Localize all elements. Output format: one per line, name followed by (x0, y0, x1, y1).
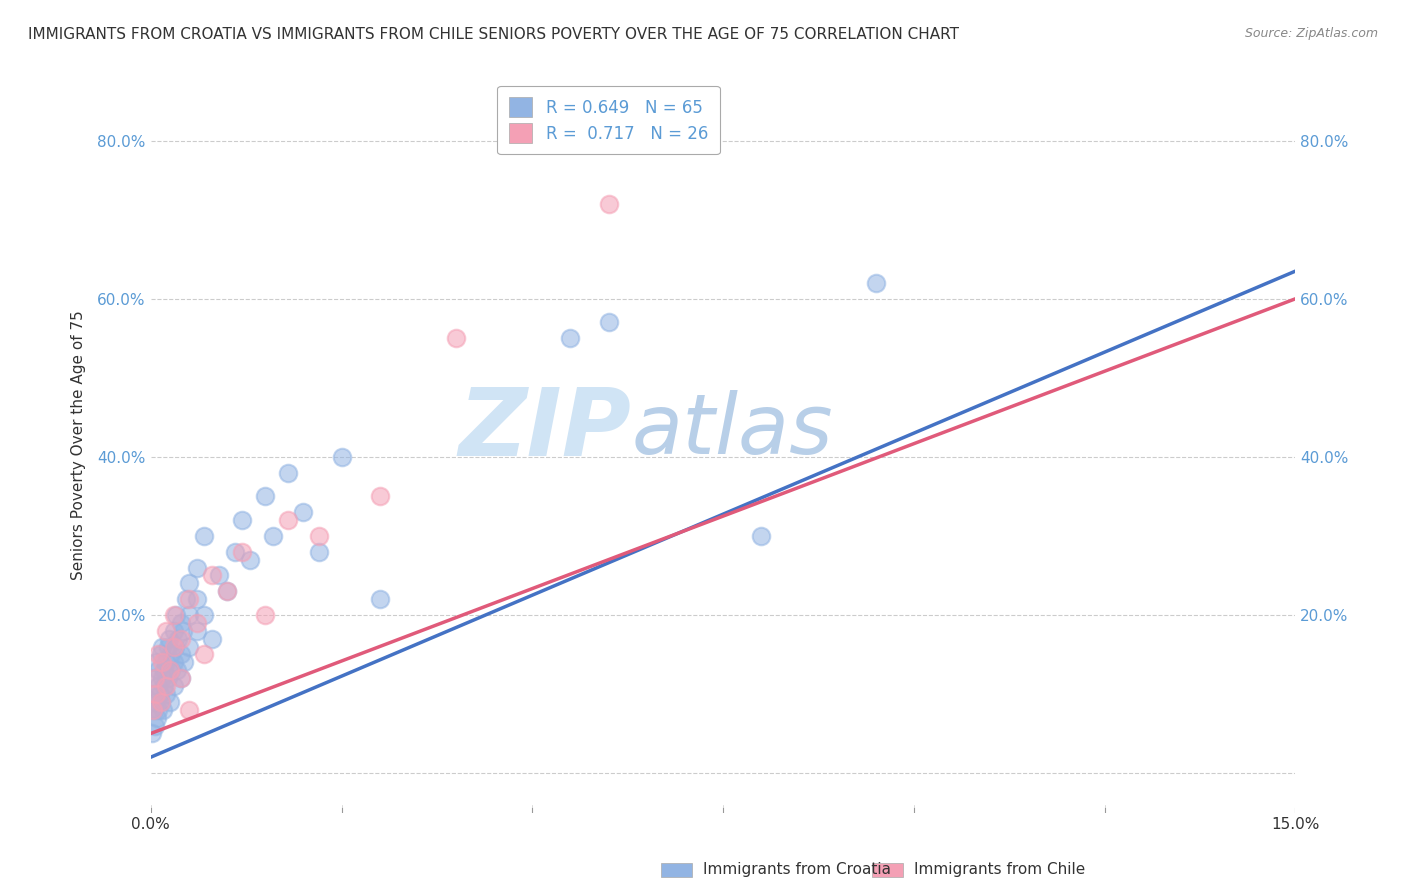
Point (162, 607, 184, 622)
Point (444, 331, 467, 345)
Point (150, 671, 173, 685)
Point (172, 624, 194, 638)
Point (149, 687, 172, 701)
Point (142, 687, 165, 701)
Point (152, 703, 174, 717)
Point (150, 640, 173, 654)
Point (193, 529, 215, 543)
Point (143, 671, 166, 685)
Point (186, 560, 208, 574)
Point (145, 656, 167, 670)
Point (193, 648, 215, 662)
Point (160, 663, 183, 677)
Point (330, 450, 353, 464)
Point (146, 711, 169, 725)
Point (143, 718, 166, 732)
Point (277, 513, 299, 527)
Point (143, 695, 166, 709)
Point (224, 544, 246, 558)
Point (193, 607, 215, 622)
Point (146, 679, 169, 693)
Text: Immigrants from Croatia: Immigrants from Croatia (703, 863, 891, 877)
Point (598, 316, 620, 330)
Point (201, 632, 224, 646)
Point (560, 331, 582, 345)
Point (155, 656, 177, 670)
Point (177, 576, 200, 591)
Point (142, 703, 165, 717)
Point (865, 276, 887, 290)
Point (157, 632, 180, 646)
Point (150, 695, 173, 709)
Point (215, 584, 238, 599)
Point (155, 679, 177, 693)
Point (162, 656, 184, 670)
Text: Immigrants from Chile: Immigrants from Chile (914, 863, 1085, 877)
Text: atlas: atlas (631, 390, 834, 471)
Point (141, 726, 163, 740)
Point (598, 197, 620, 211)
Point (149, 695, 172, 709)
Point (292, 505, 315, 519)
Point (231, 544, 253, 558)
Point (148, 703, 170, 717)
Point (186, 624, 208, 638)
Point (177, 607, 200, 622)
Point (368, 592, 391, 607)
Point (186, 592, 208, 607)
Point (749, 529, 772, 543)
Point (159, 695, 181, 709)
Point (156, 640, 179, 654)
Point (159, 663, 181, 677)
Point (149, 648, 172, 662)
Point (150, 656, 173, 670)
Point (177, 592, 200, 607)
Text: Source: ZipAtlas.com: Source: ZipAtlas.com (1244, 27, 1378, 40)
Point (308, 544, 330, 558)
Point (177, 640, 200, 654)
Point (215, 584, 238, 599)
Point (167, 632, 190, 646)
Point (170, 615, 193, 630)
Point (155, 624, 177, 638)
Point (162, 679, 184, 693)
Text: ZIP: ZIP (458, 384, 631, 476)
Point (170, 671, 193, 685)
Point (308, 529, 330, 543)
Point (165, 607, 187, 622)
Point (170, 632, 193, 646)
Point (254, 489, 277, 503)
Point (148, 648, 170, 662)
Point (157, 671, 180, 685)
Point (143, 671, 166, 685)
Point (174, 592, 197, 607)
Point (201, 568, 224, 582)
Y-axis label: Seniors Poverty Over the Age of 75: Seniors Poverty Over the Age of 75 (72, 310, 86, 580)
Point (208, 568, 231, 582)
Point (165, 640, 187, 654)
Point (170, 671, 193, 685)
Point (177, 703, 200, 717)
Text: IMMIGRANTS FROM CROATIA VS IMMIGRANTS FROM CHILE SENIORS POVERTY OVER THE AGE OF: IMMIGRANTS FROM CROATIA VS IMMIGRANTS FR… (28, 27, 959, 42)
Point (186, 615, 208, 630)
Point (173, 656, 195, 670)
Point (239, 552, 262, 566)
Point (277, 466, 299, 480)
Point (170, 648, 193, 662)
Point (231, 513, 253, 527)
Point (162, 640, 184, 654)
Point (159, 648, 181, 662)
Point (153, 679, 176, 693)
Point (162, 624, 184, 638)
Point (262, 529, 284, 543)
Point (155, 687, 177, 701)
Point (148, 663, 170, 677)
Legend: R = 0.649   N = 65, R =  0.717   N = 26: R = 0.649 N = 65, R = 0.717 N = 26 (498, 86, 720, 154)
Point (166, 663, 188, 677)
Point (368, 489, 391, 503)
Point (152, 663, 174, 677)
Point (254, 607, 277, 622)
Point (142, 703, 165, 717)
Point (145, 687, 167, 701)
